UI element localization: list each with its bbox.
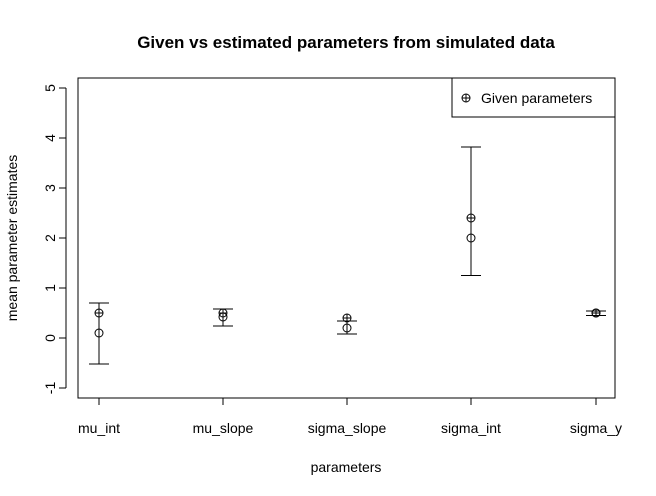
estimated-point bbox=[466, 233, 476, 243]
data-points bbox=[94, 213, 601, 338]
x-tick-label: sigma_y bbox=[570, 420, 622, 436]
error-bars bbox=[89, 146, 606, 365]
x-tick-label: mu_slope bbox=[193, 420, 254, 436]
y-tick-label: -1 bbox=[42, 382, 58, 395]
y-axis: -1 0 1 2 3 4 5 bbox=[42, 84, 67, 395]
y-tick-label: 1 bbox=[42, 284, 58, 292]
x-tick-label: mu_int bbox=[78, 420, 120, 436]
x-tick-label: sigma_int bbox=[441, 420, 501, 436]
y-axis-label: mean parameter estimates bbox=[4, 155, 20, 322]
plot-frame bbox=[77, 77, 616, 399]
given-parameter-point bbox=[94, 308, 104, 318]
legend: Given parameters bbox=[451, 77, 616, 118]
y-tick-label: 5 bbox=[42, 84, 58, 92]
y-tick-label: 3 bbox=[42, 184, 58, 192]
given-parameter-point bbox=[591, 308, 601, 318]
legend-box bbox=[451, 77, 616, 118]
estimated-point bbox=[94, 328, 104, 338]
given-parameter-point bbox=[466, 213, 476, 223]
legend-entry-given-parameters: Given parameters bbox=[481, 90, 592, 106]
x-axis: mu_int mu_slope sigma_slope sigma_int sigma_… bbox=[78, 397, 622, 436]
given-parameter-point bbox=[342, 313, 352, 323]
given-parameter-point bbox=[218, 308, 228, 318]
y-tick-label: 4 bbox=[42, 134, 58, 142]
chart-title: Given vs estimated parameters from simul… bbox=[137, 33, 555, 52]
x-axis-label: parameters bbox=[311, 459, 382, 475]
x-tick-label: sigma_slope bbox=[308, 420, 387, 436]
estimated-point bbox=[342, 323, 352, 333]
y-tick-label: 2 bbox=[42, 234, 58, 242]
y-tick-label: 0 bbox=[42, 334, 58, 342]
